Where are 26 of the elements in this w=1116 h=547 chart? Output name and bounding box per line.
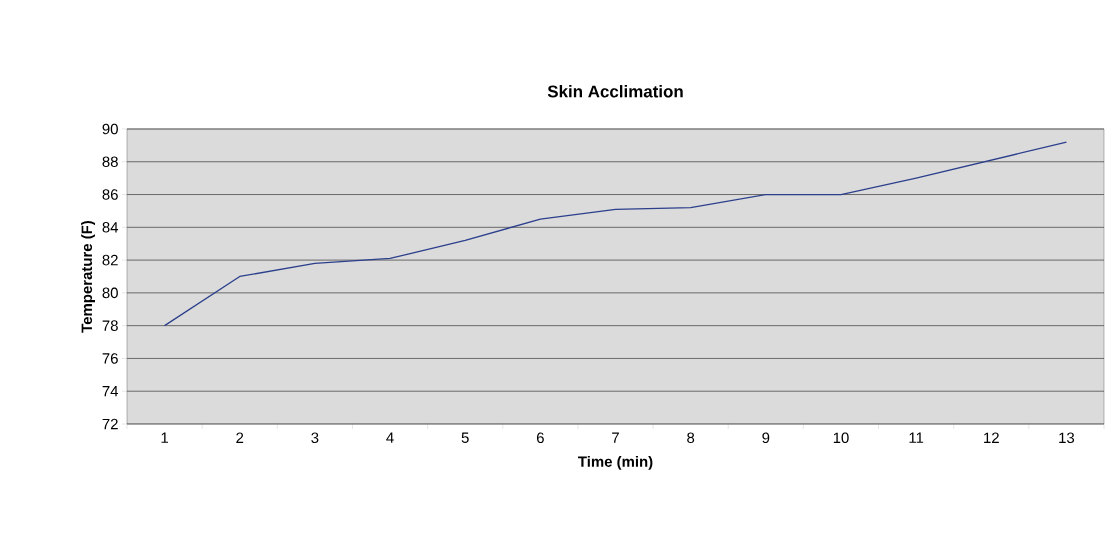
y-tick-label: 76 [102,353,118,364]
chart-title: Skin Acclimation [547,85,683,98]
x-tick-label: 7 [612,432,619,443]
y-tick-label: 82 [102,254,118,266]
y-axis-title: Temperature (F) [81,220,96,333]
x-tick-label: 3 [311,432,319,444]
x-tick-label: 4 [386,432,394,443]
y-tick-label: 88 [102,156,118,168]
y-tick-label: 84 [102,222,119,233]
x-tick-label: 6 [536,432,544,444]
x-tick-label: 8 [687,432,695,444]
y-tick-label: 72 [102,418,118,430]
x-tick-label: 10 [833,432,849,444]
x-tick-label: 12 [984,432,999,443]
y-tick-label: 90 [102,123,118,135]
x-tick-label: 2 [236,432,244,443]
y-tick-label: 74 [102,386,119,397]
x-tick-label: 9 [762,432,770,444]
x-tick-label: 1 [161,432,169,443]
x-tick-label: 13 [1059,432,1075,444]
x-tick-label: 5 [461,432,469,443]
y-tick-label: 86 [102,189,118,200]
y-tick-label: 78 [102,320,118,331]
x-tick-label: 11 [909,432,924,443]
y-tick-label: 80 [102,287,118,299]
x-axis-title: Time (min) [578,455,653,470]
